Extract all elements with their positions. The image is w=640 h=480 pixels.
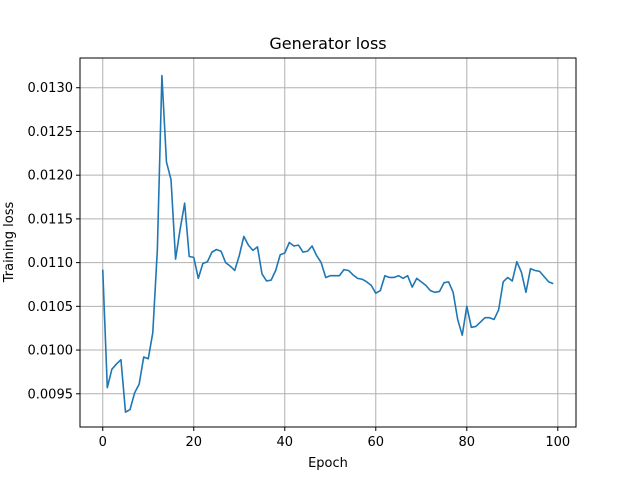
- grid-lines: [80, 58, 576, 427]
- x-tick-label: 40: [276, 435, 293, 450]
- y-tick-label: 0.0110: [28, 256, 74, 271]
- y-tick-label: 0.0125: [28, 125, 74, 140]
- x-tick-label: 100: [545, 435, 570, 450]
- x-tick-label: 0: [99, 435, 107, 450]
- y-axis: 0.0095 0.0100 0.0105 0.0110 0.0115 0.0120 0.01…: [28, 81, 80, 402]
- x-axis: 0 20 40 60 80 100: [99, 427, 570, 450]
- y-axis-label: Training loss: [2, 202, 17, 284]
- y-tick-label: 0.0115: [28, 212, 74, 227]
- x-tick-label: 20: [185, 435, 202, 450]
- series-line: [101, 74, 554, 413]
- x-axis-label: Epoch: [308, 456, 348, 471]
- x-tick-label: 80: [459, 435, 476, 450]
- y-tick-label: 0.0100: [28, 344, 74, 359]
- chart-title: Generator loss: [269, 34, 386, 53]
- plot-frame: [79, 57, 577, 428]
- y-tick-label: 0.0105: [28, 300, 74, 315]
- x-tick-label: 60: [368, 435, 385, 450]
- y-tick-label: 0.0095: [28, 387, 74, 402]
- y-tick-label: 0.0130: [28, 81, 74, 96]
- series-group: [101, 74, 554, 413]
- y-tick-label: 0.0120: [28, 169, 74, 184]
